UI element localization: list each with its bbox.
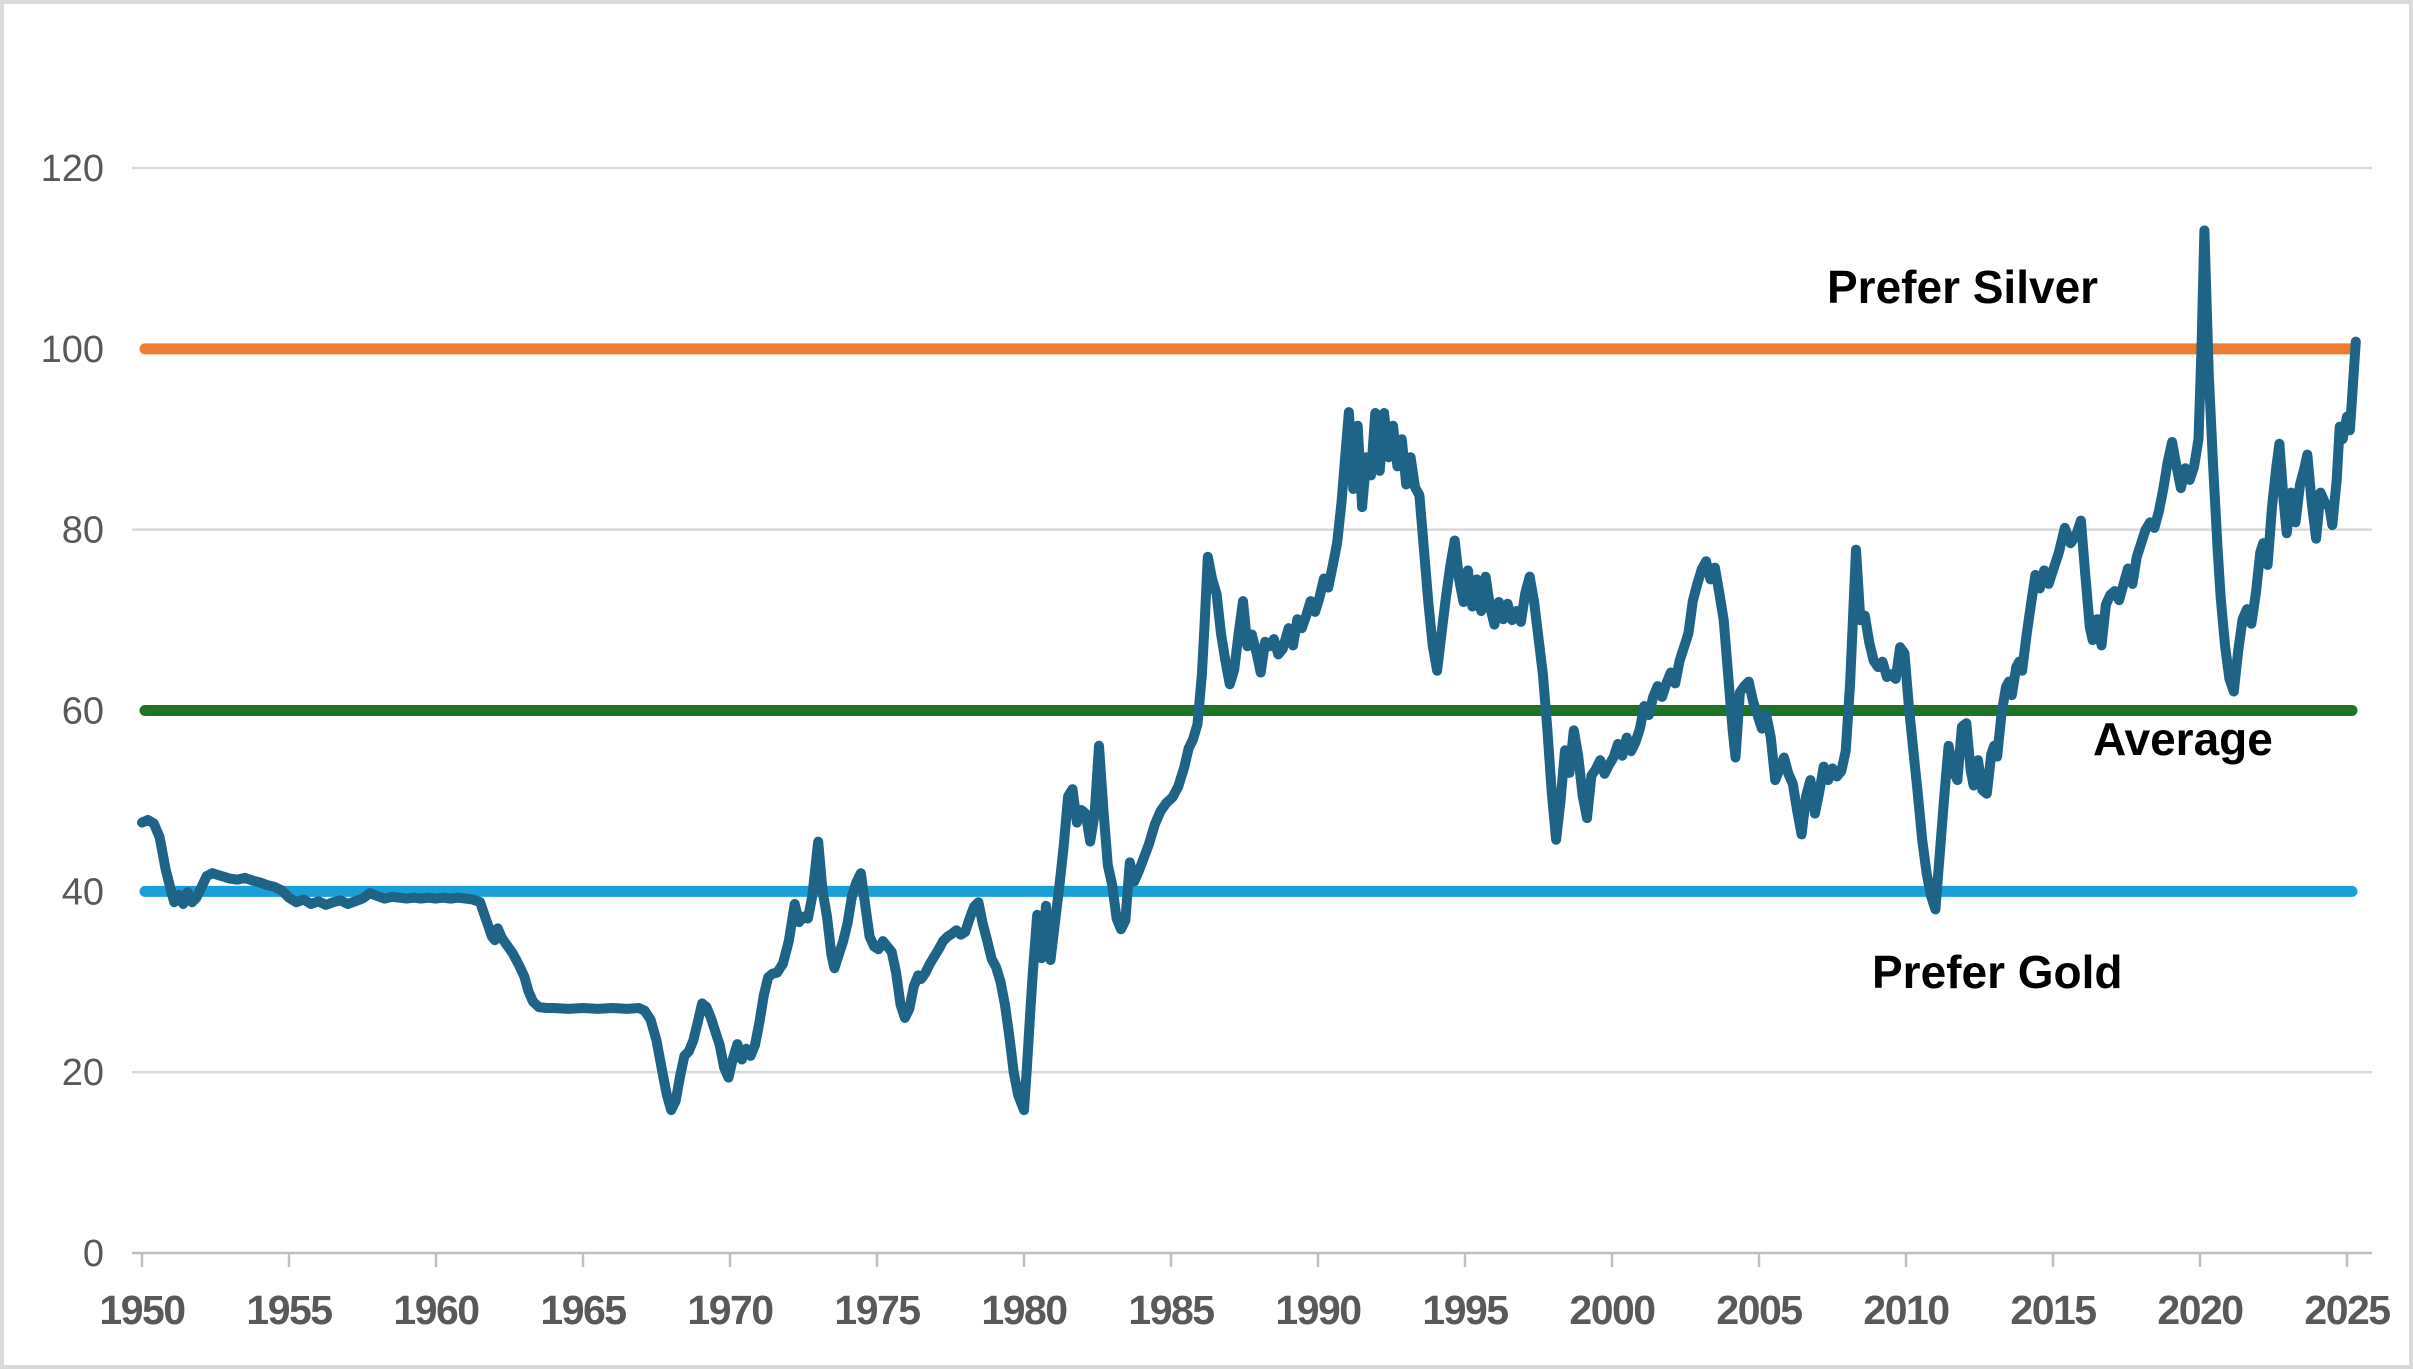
chart-canvas: 1950 1955 1960 1965 1970 1975 1980 1985 1990 1995… (41, 148, 2392, 1333)
x-axis-tick-label: 1980 (981, 1287, 1067, 1333)
y-axis-tick-label: 80 (62, 510, 104, 552)
x-axis-tick-label: 1955 (246, 1287, 332, 1333)
x-axis-tick-label: 1960 (393, 1287, 479, 1333)
x-axis-tick-label: 1950 (99, 1287, 185, 1333)
y-axis-tick-label: 40 (62, 871, 104, 913)
annotation-average: Average (2093, 713, 2273, 765)
x-axis-tick-label: 1975 (834, 1287, 920, 1333)
series-line-gold-silver-ratio (137, 225, 2361, 1116)
x-axis-tick-label: 2015 (2010, 1287, 2096, 1333)
x-axis-tick-label: 1990 (1275, 1287, 1361, 1333)
annotation-prefer-silver: Prefer Silver (1827, 261, 2099, 313)
x-axis-tick-label: 1965 (540, 1287, 626, 1333)
x-axis-tick-label: 1985 (1128, 1287, 1214, 1333)
y-axis-tick-label: 120 (41, 148, 104, 190)
annotation-prefer-gold: Prefer Gold (1872, 946, 2123, 998)
x-axis-tick-label: 2010 (1863, 1287, 1949, 1333)
y-axis-tick-label: 20 (62, 1052, 104, 1094)
y-axis-tick-label: 100 (41, 329, 104, 371)
x-axis-tick-label: 1995 (1422, 1287, 1508, 1333)
x-axis-tick-label: 1970 (687, 1287, 773, 1333)
x-axis-tick-label: 2005 (1716, 1287, 1802, 1333)
x-axis-tick-label: 2020 (2157, 1287, 2243, 1333)
x-axis-tick-label: 2025 (2304, 1287, 2390, 1333)
x-axis-tick-label: 2000 (1569, 1287, 1655, 1333)
y-axis-tick-label: 0 (83, 1233, 104, 1275)
y-axis-tick-label: 60 (62, 690, 104, 732)
